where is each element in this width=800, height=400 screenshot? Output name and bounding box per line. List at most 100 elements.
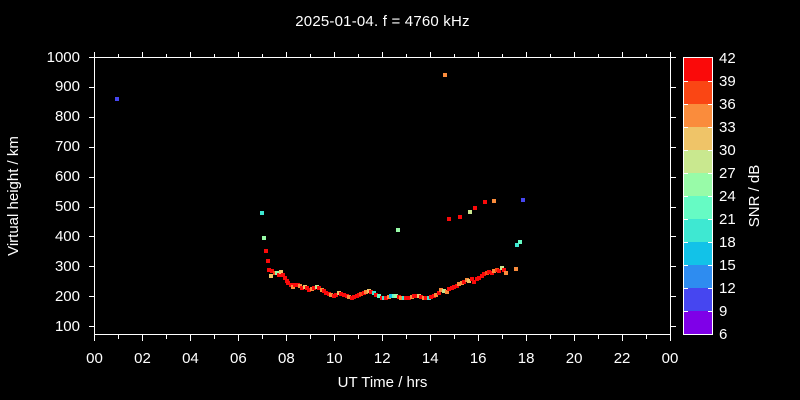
x-tick-label: 12 <box>373 350 391 367</box>
x-tick-bottom <box>237 334 239 341</box>
x-tick-bottom <box>333 334 335 341</box>
data-point <box>457 282 462 287</box>
data-point <box>354 294 359 299</box>
colorbar-boundary-tick <box>708 103 712 105</box>
data-point <box>492 199 497 204</box>
data-point <box>502 267 507 272</box>
data-point <box>309 287 314 291</box>
y-tick-left <box>88 176 95 178</box>
y-tick-label: 100 <box>54 317 80 335</box>
x-tick-top <box>285 51 287 58</box>
data-point <box>514 266 519 271</box>
colorbar-boundary-tick <box>684 218 688 220</box>
data-point <box>379 295 384 300</box>
data-point <box>447 287 452 292</box>
colorbar-tick-label: 30 <box>719 141 736 159</box>
x-axis-label: UT Time / hrs <box>337 374 428 391</box>
colorbar-boundary-tick <box>708 287 712 289</box>
x-tick-label: 08 <box>277 350 295 367</box>
data-point <box>462 279 467 284</box>
data-point <box>270 269 275 274</box>
data-point <box>371 291 376 296</box>
data-point <box>442 73 447 78</box>
x-tick-bottom <box>285 334 287 341</box>
data-point <box>349 295 354 300</box>
data-point <box>429 295 434 300</box>
data-point <box>439 287 444 292</box>
colorbar-boundary-tick <box>708 80 712 82</box>
data-point <box>517 240 522 245</box>
data-point <box>419 295 424 300</box>
x-tick-label: 22 <box>613 350 631 367</box>
x-tick-bottom <box>501 334 503 339</box>
data-point <box>395 228 400 233</box>
x-tick-top <box>357 53 359 58</box>
x-tick-bottom <box>621 334 623 341</box>
data-point <box>324 290 329 295</box>
data-point <box>268 273 273 278</box>
x-tick-top <box>525 51 527 58</box>
data-point <box>286 281 291 286</box>
x-tick-top <box>549 53 551 58</box>
y-tick-left <box>88 206 95 208</box>
data-point <box>454 283 459 288</box>
data-point <box>397 295 402 300</box>
colorbar-segment <box>684 311 712 334</box>
x-tick-top <box>237 51 239 58</box>
y-tick-label: 700 <box>54 138 80 156</box>
colorbar-boundary-tick <box>684 241 688 243</box>
y-tick-right <box>670 116 676 118</box>
data-point <box>279 270 284 275</box>
colorbar-tick-label: 15 <box>719 256 736 274</box>
x-tick-bottom <box>549 334 551 339</box>
data-point <box>469 277 474 282</box>
data-point <box>376 294 381 299</box>
data-point <box>319 287 324 292</box>
data-point <box>444 290 449 294</box>
colorbar-tick-label: 9 <box>719 302 728 320</box>
colorbar-boundary-tick <box>708 310 712 312</box>
x-tick-bottom <box>309 334 311 339</box>
data-point <box>329 292 334 297</box>
colorbar-segment <box>684 288 712 311</box>
colorbar-segment <box>684 81 712 104</box>
data-point <box>341 292 346 297</box>
data-point <box>384 295 389 300</box>
x-tick-bottom <box>645 334 647 339</box>
data-point <box>288 283 293 288</box>
x-tick-top <box>669 51 671 58</box>
data-point <box>280 273 285 278</box>
data-point <box>459 281 464 286</box>
data-point <box>467 278 472 283</box>
y-tick-left <box>88 326 95 328</box>
data-point <box>426 295 431 300</box>
data-point <box>399 295 404 300</box>
colorbar-boundary-tick <box>684 310 688 312</box>
x-tick-top <box>261 53 263 58</box>
data-point <box>386 295 391 300</box>
data-point <box>367 289 372 294</box>
data-point <box>265 258 270 263</box>
y-tick-left <box>88 57 95 58</box>
data-point <box>473 205 478 210</box>
colorbar-tick-label: 6 <box>719 325 728 343</box>
data-point <box>344 294 349 299</box>
data-point <box>369 290 374 294</box>
data-point <box>274 270 279 275</box>
colorbar-boundary-tick <box>708 195 712 197</box>
data-point <box>334 292 339 297</box>
data-point <box>452 284 457 289</box>
data-point <box>431 294 436 299</box>
data-point <box>446 217 451 222</box>
colorbar-tick-label: 12 <box>719 279 736 297</box>
data-point <box>492 269 497 274</box>
colorbar-segment <box>684 127 712 150</box>
x-tick-bottom <box>117 334 119 339</box>
y-tick-label: 500 <box>54 198 80 216</box>
x-tick-label: 16 <box>469 350 487 367</box>
data-point <box>477 275 482 280</box>
colorbar-segment <box>684 219 712 242</box>
data-point <box>464 278 469 283</box>
x-tick-top <box>477 51 479 58</box>
